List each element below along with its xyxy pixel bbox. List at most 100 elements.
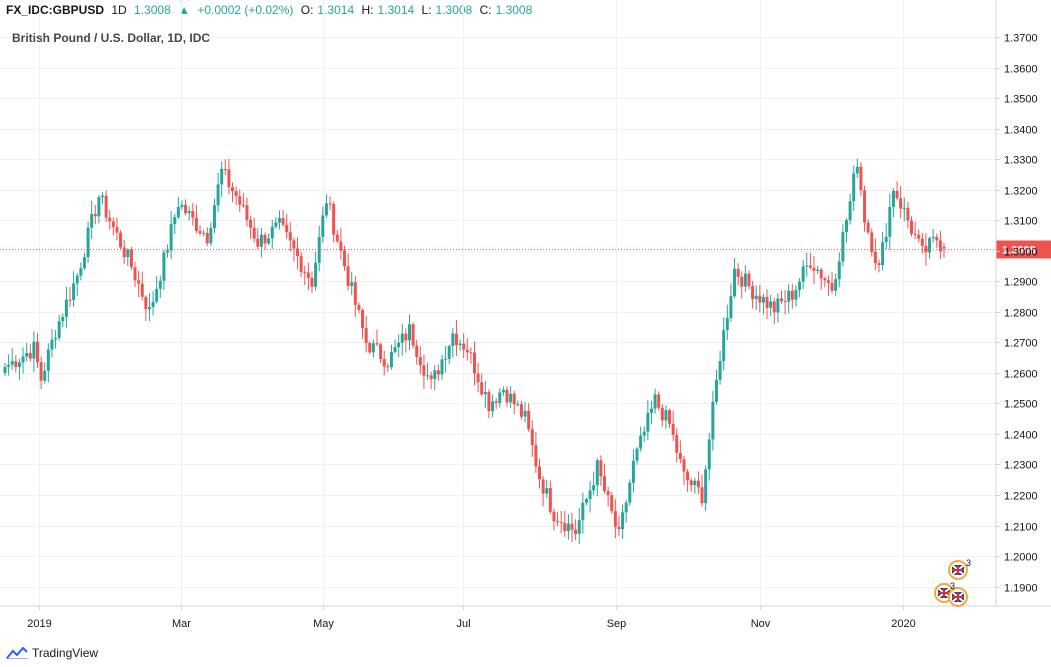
candle[interactable] <box>108 209 112 230</box>
candle[interactable] <box>881 231 885 270</box>
candle[interactable] <box>473 341 476 386</box>
candle[interactable] <box>711 391 715 451</box>
candle[interactable] <box>761 293 765 315</box>
candle[interactable] <box>664 405 668 430</box>
candle[interactable] <box>317 225 321 272</box>
candle[interactable] <box>530 420 534 457</box>
candle[interactable] <box>299 251 303 278</box>
candle[interactable] <box>292 237 296 262</box>
candle[interactable] <box>660 403 664 427</box>
candle[interactable] <box>834 273 838 296</box>
candle[interactable] <box>314 251 318 291</box>
candle[interactable] <box>36 332 40 368</box>
candle[interactable] <box>686 468 690 492</box>
candle[interactable] <box>769 294 773 317</box>
candle[interactable] <box>841 224 845 267</box>
candle[interactable] <box>281 209 285 227</box>
candle[interactable] <box>523 402 527 423</box>
candle[interactable] <box>328 196 332 211</box>
candle[interactable] <box>447 344 451 365</box>
candle[interactable] <box>751 280 755 309</box>
candle[interactable] <box>931 228 935 243</box>
candle[interactable] <box>682 455 686 485</box>
candle[interactable] <box>772 297 776 325</box>
candle[interactable] <box>155 276 159 304</box>
candle[interactable] <box>350 271 354 296</box>
candle[interactable] <box>588 481 592 513</box>
candle[interactable] <box>426 362 430 380</box>
candle[interactable] <box>3 362 7 377</box>
candle[interactable] <box>805 252 809 277</box>
candle[interactable] <box>115 217 119 241</box>
candle[interactable] <box>342 245 346 271</box>
candle[interactable] <box>14 355 18 373</box>
candle[interactable] <box>480 373 484 397</box>
interval-label[interactable]: 1D <box>111 3 127 17</box>
uk-flag-event-icon[interactable]: 3 <box>934 581 968 607</box>
candle[interactable] <box>693 477 697 494</box>
candle[interactable] <box>404 328 408 353</box>
candle[interactable] <box>97 194 101 224</box>
candle[interactable] <box>234 186 238 206</box>
candle[interactable] <box>830 272 834 294</box>
candle[interactable] <box>231 182 235 203</box>
candle[interactable] <box>32 331 36 372</box>
candle[interactable] <box>808 252 812 270</box>
candle[interactable] <box>357 302 361 314</box>
candle[interactable] <box>736 263 740 286</box>
candle[interactable] <box>649 400 653 424</box>
economic-events[interactable]: 3 3 <box>934 558 971 607</box>
candle[interactable] <box>624 499 628 523</box>
candle[interactable] <box>86 221 90 263</box>
candle[interactable] <box>512 390 516 415</box>
candle[interactable] <box>689 477 693 492</box>
candle[interactable] <box>397 334 401 358</box>
candle[interactable] <box>801 259 805 290</box>
candle[interactable] <box>924 233 928 266</box>
candle[interactable] <box>288 222 292 252</box>
candle[interactable] <box>285 213 289 239</box>
candle[interactable] <box>538 458 542 489</box>
candle[interactable] <box>454 320 458 356</box>
candle[interactable] <box>909 216 913 237</box>
uk-flag-event-icon[interactable]: 3 <box>948 558 971 580</box>
candle[interactable] <box>259 227 263 258</box>
symbol-name[interactable]: FX_IDC:GBPUSD <box>6 3 105 17</box>
candle[interactable] <box>595 458 599 497</box>
candle[interactable] <box>220 161 224 197</box>
candle[interactable] <box>166 244 170 258</box>
candle[interactable] <box>935 233 939 248</box>
candle[interactable] <box>783 290 787 315</box>
candle[interactable] <box>559 510 563 534</box>
candle[interactable] <box>787 284 791 314</box>
candle[interactable] <box>747 270 751 290</box>
candle[interactable] <box>249 215 253 239</box>
candle[interactable] <box>184 199 188 216</box>
candle[interactable] <box>10 347 14 370</box>
candle[interactable] <box>61 313 65 328</box>
candle[interactable] <box>310 271 314 293</box>
candle[interactable] <box>527 403 531 432</box>
candle[interactable] <box>75 273 79 296</box>
candle[interactable] <box>202 229 206 237</box>
candle[interactable] <box>17 358 21 380</box>
candle[interactable] <box>483 380 487 408</box>
candle[interactable] <box>740 271 744 299</box>
candle[interactable] <box>57 314 61 341</box>
candle[interactable] <box>826 275 830 296</box>
candle[interactable] <box>577 508 581 545</box>
candle[interactable] <box>332 201 336 243</box>
candle[interactable] <box>491 394 495 418</box>
candle[interactable] <box>498 387 502 408</box>
candle[interactable] <box>129 247 133 270</box>
candle[interactable] <box>400 323 404 356</box>
candle[interactable] <box>631 449 635 493</box>
candle[interactable] <box>72 271 76 307</box>
candle[interactable] <box>245 197 249 227</box>
candle[interactable] <box>866 219 870 235</box>
candle[interactable] <box>90 200 94 240</box>
candle[interactable] <box>487 389 491 419</box>
candle[interactable] <box>173 213 177 234</box>
candle[interactable] <box>339 227 343 260</box>
candle[interactable] <box>606 486 610 507</box>
